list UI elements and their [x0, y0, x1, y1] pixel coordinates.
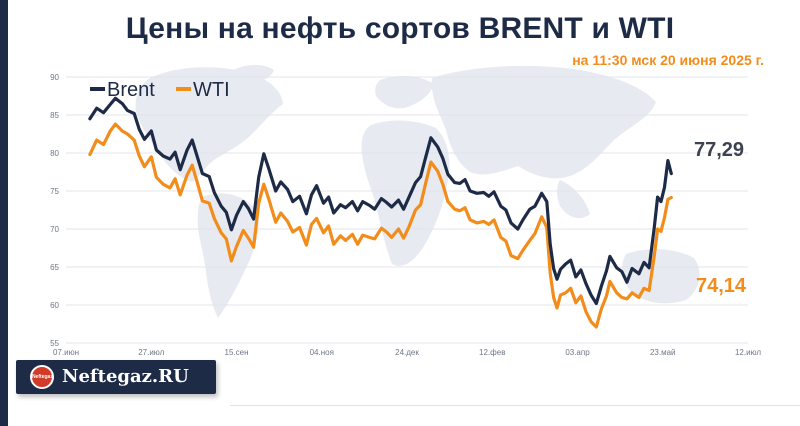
series-layer — [88, 96, 673, 329]
y-tick-label: 75 — [50, 187, 59, 196]
wti-last-value: 74,14 — [696, 275, 747, 297]
y-tick-label: 85 — [50, 111, 59, 120]
x-tick-label: 24.дек — [395, 348, 419, 357]
x-tick-label: 15.сен — [225, 348, 249, 357]
x-tick-label: 23.май — [650, 348, 676, 357]
y-tick-label: 90 — [50, 73, 59, 82]
y-axis: 55 60 65 70 75 80 85 90 — [50, 73, 59, 348]
y-tick-label: 80 — [50, 149, 59, 158]
neftegaz-logo[interactable]: Neftegaz.RU Neftegaz.RU — [16, 360, 216, 394]
chart-legend: Brent WTI — [90, 79, 230, 101]
series-line-wti — [88, 122, 673, 329]
series-line-brent — [88, 96, 673, 306]
bottom-divider — [230, 405, 800, 406]
x-tick-label: 12.фев — [479, 348, 505, 357]
logo-text: Neftegaz.RU — [62, 366, 189, 387]
brent-last-value: 77,29 — [694, 139, 744, 161]
x-axis: 07.июн 27.июл 15.сен 04.ноя 24.дек 12.фев 03.а… — [53, 348, 761, 357]
x-tick-label: 27.июл — [138, 348, 164, 357]
x-tick-label: 07.июн — [53, 348, 79, 357]
x-tick-label: 12.июл — [735, 348, 761, 357]
left-accent-bar — [0, 0, 8, 426]
last-value-labels: 77,29 74,14 — [694, 139, 747, 297]
x-tick-label: 04.ноя — [310, 348, 334, 357]
timestamp-subtitle: на 11:30 мск 20 июня 2025 г. — [572, 52, 764, 68]
y-tick-label: 55 — [50, 339, 59, 348]
logo-badge-icon: Neftegaz.RU — [30, 365, 54, 389]
y-tick-label: 70 — [50, 225, 59, 234]
page-title: Цены на нефть сортов BRENT и WTI — [125, 12, 675, 45]
legend-label-brent: Brent — [107, 79, 155, 101]
y-tick-label: 60 — [50, 301, 59, 310]
legend-label-wti: WTI — [193, 79, 230, 101]
x-tick-label: 03.апр — [565, 348, 590, 357]
y-tick-label: 65 — [50, 263, 59, 272]
